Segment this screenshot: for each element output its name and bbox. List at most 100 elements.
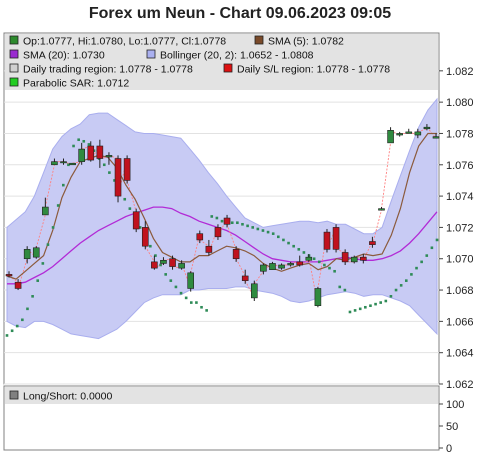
sar-dot <box>410 273 413 276</box>
sar-dot <box>435 238 439 242</box>
sar-dot <box>353 309 357 312</box>
legend: Op:1.0777, Hi:1.0780, Lo:1.0777, Cl:1.07… <box>9 36 390 90</box>
sar-dot <box>282 238 285 242</box>
parabolic-sar <box>5 138 439 337</box>
legend-swatch <box>9 63 19 73</box>
legend-label: SMA (5): 1.0782 <box>268 36 344 48</box>
candlesticks <box>5 124 440 308</box>
sar-dot <box>277 235 280 239</box>
candle-down <box>141 227 149 247</box>
candle-up <box>105 155 113 158</box>
sar-dot <box>271 232 275 235</box>
y-tick-label: 1.070 <box>446 254 474 266</box>
candle-up <box>405 131 413 134</box>
sar-dot <box>113 179 116 182</box>
candle-down <box>132 211 140 230</box>
candle-down <box>360 256 367 261</box>
sar-dot <box>338 285 342 289</box>
sar-dot <box>82 139 86 143</box>
sar-dot <box>205 309 208 312</box>
candle-down <box>87 145 95 161</box>
legend-label: Daily trading region: 1.0778 - 1.0778 <box>23 64 193 76</box>
legend-label: Daily S/L region: 1.0778 - 1.0778 <box>237 64 390 76</box>
candle-down <box>14 281 22 289</box>
candle-connector <box>335 248 346 253</box>
sar-dot <box>123 197 127 201</box>
sar-dot <box>149 244 152 248</box>
sar-dot <box>102 163 106 167</box>
sma5-line <box>6 132 437 280</box>
legend-box <box>5 34 438 90</box>
legend-label: Op:1.0777, Hi:1.0780, Lo:1.0777, Cl:1.07… <box>23 36 226 48</box>
sar-dot <box>220 219 224 223</box>
sar-dot <box>184 296 188 300</box>
price-y-axis: 1.082 1.080 1.078 1.076 1.074 1.072 1.070 1.068… <box>439 66 474 391</box>
sar-dot <box>323 263 326 267</box>
sar-dot <box>108 171 111 174</box>
indicator-legend-label: Long/Short: 0.0000 <box>23 391 112 403</box>
y-tick-label: 1.064 <box>446 348 474 360</box>
candle-down <box>114 158 122 197</box>
sar-dot <box>67 163 70 167</box>
candle-up <box>269 263 276 270</box>
sar-dot <box>15 324 19 328</box>
sar-dot <box>246 224 249 228</box>
candle-up <box>69 162 76 166</box>
candle-connector <box>381 142 392 209</box>
candle-up <box>278 264 285 269</box>
sar-dot <box>46 243 50 246</box>
y-tick-label: 1.072 <box>446 222 474 234</box>
sar-dot <box>394 288 398 292</box>
y-tick-label: 1.068 <box>446 285 474 297</box>
candle-connector <box>35 214 46 248</box>
legend-label: SMA (20): 1.0730 <box>23 50 105 62</box>
sar-dot <box>425 254 429 257</box>
sar-dot <box>128 207 132 210</box>
candle-up <box>423 126 431 130</box>
sar-dot <box>420 260 423 264</box>
sar-dot <box>159 263 162 267</box>
legend-label: Bollinger (20, 2): 1.0652 - 1.0808 <box>160 50 314 62</box>
sar-dot <box>364 305 367 309</box>
sar-dot <box>195 301 198 304</box>
candle-up <box>314 288 322 307</box>
indicator-tick-label: 50 <box>446 421 458 433</box>
candle-down <box>341 252 349 263</box>
sar-dot <box>292 244 295 248</box>
sar-dot <box>5 334 9 337</box>
sar-dot <box>51 226 55 229</box>
candle-connector <box>371 210 382 245</box>
sar-dot <box>164 273 167 276</box>
candle-down <box>369 241 376 245</box>
candle-down <box>241 275 249 281</box>
candle-up <box>42 206 49 216</box>
sar-dot <box>87 143 91 146</box>
candle-connector <box>308 257 319 306</box>
sar-dot <box>26 307 29 311</box>
candle-up <box>23 249 31 260</box>
candle-up <box>350 256 358 263</box>
sar-dot <box>369 304 372 308</box>
sar-dot <box>41 262 45 265</box>
candle-down <box>296 261 304 266</box>
sar-dot <box>297 248 301 251</box>
legend-swatch <box>146 49 156 59</box>
candle-connector <box>199 239 210 247</box>
sar-dot <box>169 279 173 282</box>
candle-down <box>96 145 104 159</box>
sar-dot <box>72 144 75 148</box>
y-tick-label: 1.082 <box>446 66 474 78</box>
sar-dot <box>210 215 214 218</box>
sar-dot <box>415 266 418 270</box>
indicator-legend-box <box>5 387 438 404</box>
y-tick-label: 1.074 <box>446 191 474 203</box>
candle-up <box>51 161 58 166</box>
candle-down <box>232 249 240 260</box>
bollinger-area <box>6 97 438 340</box>
sar-dot <box>21 318 24 322</box>
sma5-path <box>6 132 437 280</box>
candle-up <box>387 130 394 144</box>
indicator-tick-label: 0 <box>446 443 452 455</box>
sar-dot <box>266 230 270 234</box>
candle-connector <box>226 224 237 250</box>
